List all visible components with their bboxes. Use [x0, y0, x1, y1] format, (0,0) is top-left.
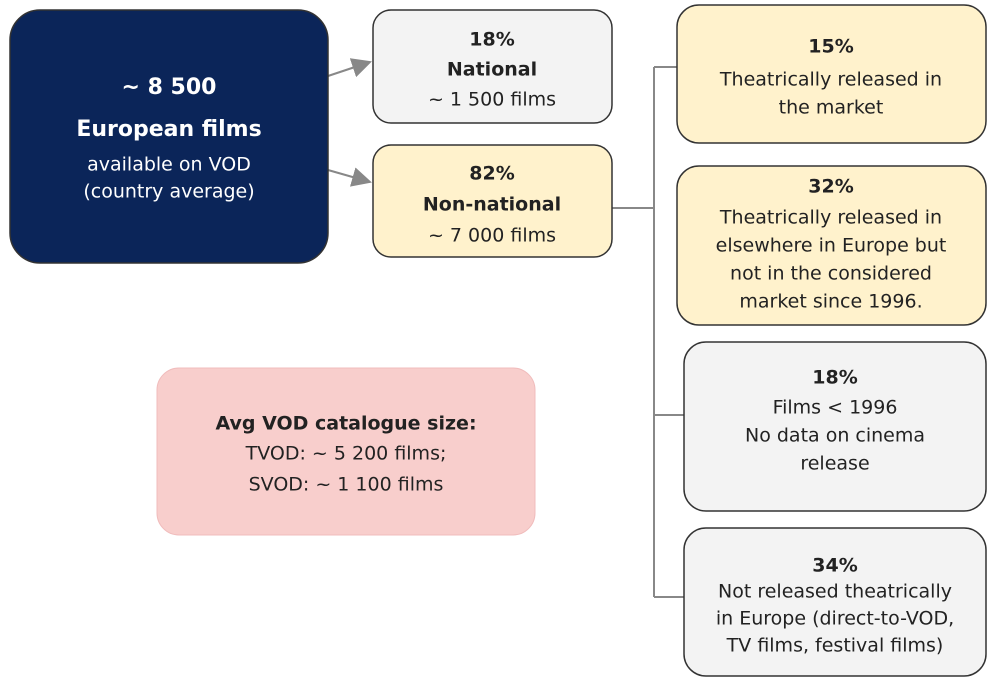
text: Theatrically released in — [719, 69, 942, 91]
text: No data on cinema — [745, 425, 925, 447]
text: 32% — [808, 176, 853, 198]
text: not in the considered — [730, 263, 932, 285]
box-18 — [683, 341, 987, 512]
text: European films — [76, 117, 261, 142]
catalogue-box — [156, 367, 536, 536]
text: National — [447, 59, 537, 81]
box-32 — [676, 165, 987, 326]
main-box — [9, 9, 329, 264]
text: SVOD: ~ 1 100 films — [249, 474, 444, 496]
box-15 — [676, 4, 987, 144]
text: 18% — [812, 367, 857, 389]
text: 34% — [812, 555, 857, 577]
box-34 — [683, 527, 987, 677]
text: market since 1996. — [739, 291, 922, 313]
non-national-box — [372, 144, 613, 258]
text: in Europe (direct-to-VOD, — [716, 608, 954, 630]
text: 82% — [469, 163, 514, 185]
text: elsewhere in Europe but — [716, 235, 947, 257]
connectors — [327, 58, 684, 598]
text: ~ 7 000 films — [428, 225, 556, 247]
text: (country average) — [83, 181, 254, 203]
text: ~ 1 500 films — [428, 89, 556, 111]
text: Not released theatrically — [718, 581, 952, 603]
text: 18% — [469, 29, 514, 51]
text: Theatrically released in — [719, 207, 942, 229]
text: TVOD: ~ 5 200 films; — [245, 443, 447, 465]
text: 15% — [808, 36, 853, 58]
text: available on VOD — [87, 154, 251, 176]
national-box — [372, 9, 613, 124]
text: Films < 1996 — [773, 397, 898, 419]
text: Non-national — [423, 194, 561, 216]
text: TV films, festival films) — [726, 635, 944, 657]
text: the market — [779, 97, 884, 119]
text: release — [800, 453, 869, 475]
text: Avg VOD catalogue size: — [215, 413, 476, 435]
text: ~ 8 500 — [122, 75, 217, 100]
